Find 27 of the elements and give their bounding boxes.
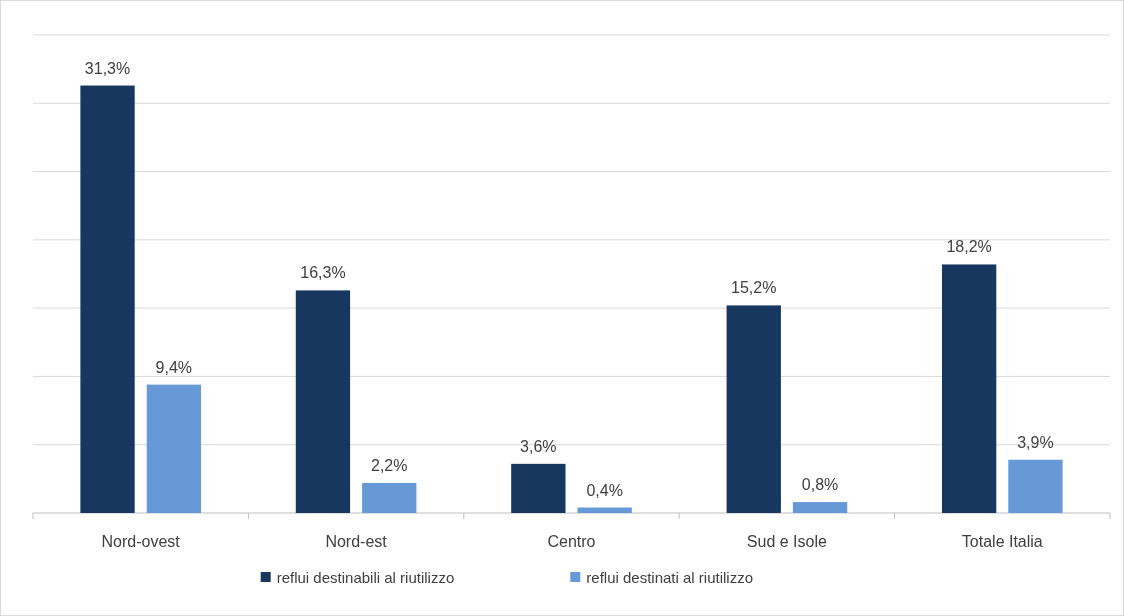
data-label: 0,4% [586,481,623,499]
bar [726,305,781,513]
data-label: 18,2% [946,238,992,256]
bar [577,507,632,513]
data-label: 31,3% [84,59,131,77]
bar [295,290,351,513]
data-label: 3,6% [520,437,557,455]
bar [80,85,135,513]
x-tick-label: Sud e Isole [746,533,828,550]
bar [941,264,997,513]
data-label: 15,2% [731,279,777,297]
bar [146,384,202,513]
x-tick-label: Nord-ovest [101,533,181,550]
data-label: 3,9% [1017,433,1054,451]
x-tick-label: Nord-est [325,533,388,550]
x-tick-label: Centro [547,533,596,550]
legend-label: reflui destinati al riutilizzo [586,569,754,586]
data-label: 9,4% [155,358,193,376]
data-label: 2,2% [371,456,408,474]
bar [1008,459,1063,513]
x-tick-label: Totale Italia [961,533,1043,550]
legend-label: reflui destinabili al riutilizzo [276,569,455,586]
bar [362,482,417,513]
data-label: 0,8% [801,476,839,494]
bar [511,463,566,513]
bar [792,502,848,513]
data-label: 16,3% [300,264,346,282]
